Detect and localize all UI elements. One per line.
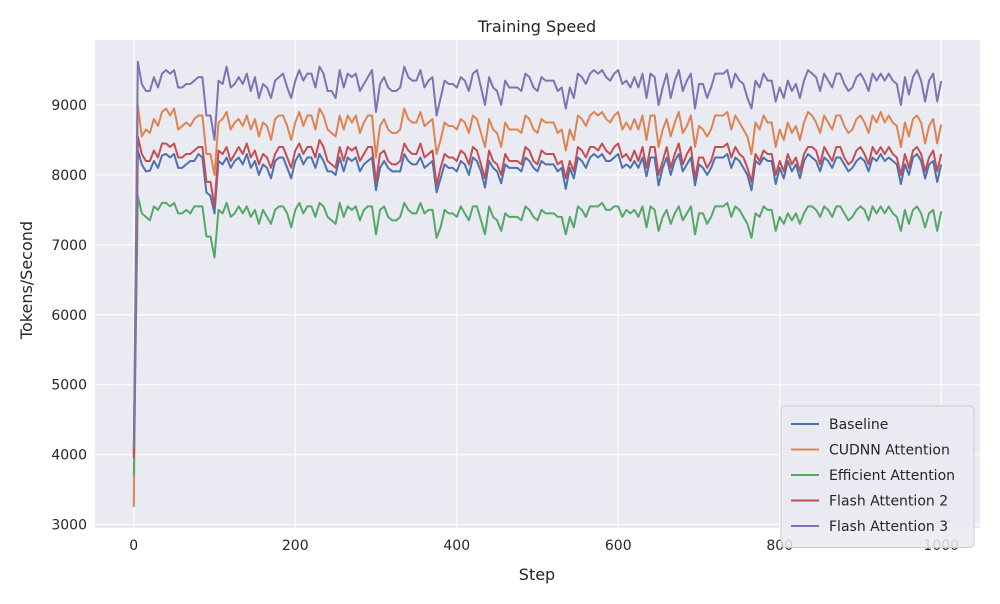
x-tick-label: 0 <box>129 538 138 554</box>
y-axis-ticks: 3000 4000 5000 6000 7000 8000 9000 <box>51 98 87 533</box>
y-tick-label: 5000 <box>51 378 87 394</box>
legend-entry: Baseline <box>829 417 888 433</box>
legend-entry: Efficient Attention <box>829 468 955 484</box>
x-axis-label: Step <box>519 565 555 584</box>
series-lines <box>132 60 943 508</box>
chart-title: Training Speed <box>477 17 596 36</box>
y-tick-label: 6000 <box>51 308 87 324</box>
legend: Baseline CUDNN Attention Efficient Attenti… <box>780 405 975 548</box>
series-line-3 <box>132 194 943 476</box>
legend-entry: Flash Attention 2 <box>829 494 948 510</box>
x-tick-label: 600 <box>605 538 632 554</box>
y-tick-label: 4000 <box>51 448 87 464</box>
y-tick-label: 3000 <box>51 518 87 534</box>
y-tick-label: 7000 <box>51 238 87 254</box>
x-tick-label: 200 <box>282 538 309 554</box>
legend-box <box>780 405 975 548</box>
y-tick-label: 8000 <box>51 168 87 184</box>
y-tick-label: 9000 <box>51 98 87 114</box>
y-axis-label: Tokens/Second <box>17 221 36 340</box>
legend-entry: Flash Attention 3 <box>829 519 948 535</box>
x-tick-label: 400 <box>443 538 470 554</box>
series-line-4 <box>132 135 943 459</box>
series-line-1 <box>132 149 943 455</box>
series-line-5 <box>132 60 943 448</box>
series-line-2 <box>132 104 943 508</box>
legend-entry: CUDNN Attention <box>829 443 950 459</box>
